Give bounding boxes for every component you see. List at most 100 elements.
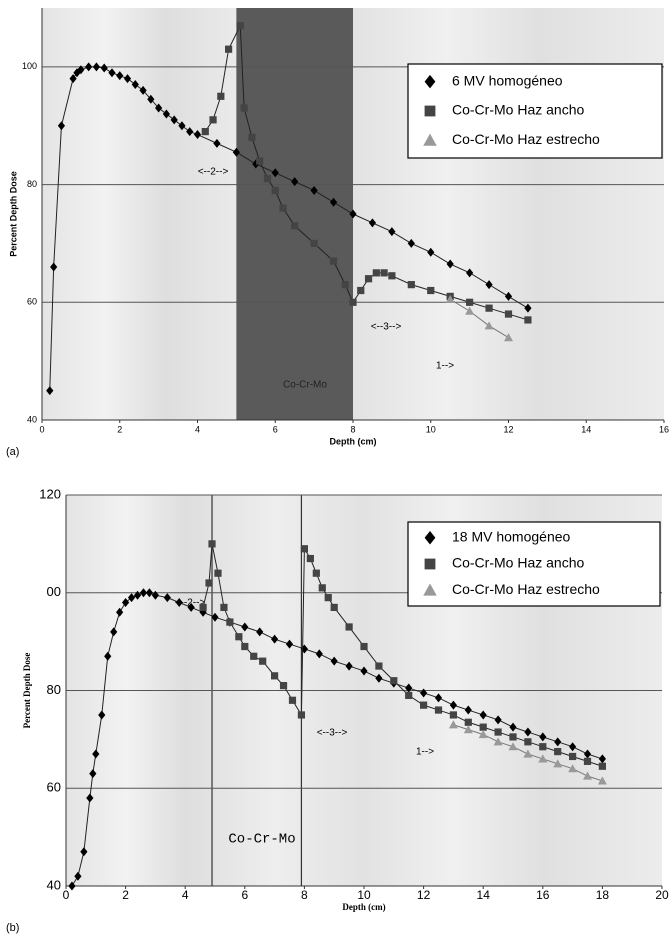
point (553, 759, 563, 768)
x-tick-label: 18 (596, 888, 610, 902)
point (310, 185, 318, 195)
point (259, 657, 267, 665)
legend-label: 6 MV homogéneo (452, 72, 563, 88)
point (538, 754, 548, 763)
legend-label: Co-Cr-Mo Haz estrecho (452, 131, 600, 147)
panel-label: (a) (6, 446, 19, 458)
point (509, 722, 517, 732)
annotation: Co-Cr-Mo (228, 832, 295, 848)
x-tick-label: 8 (301, 888, 308, 902)
point (256, 627, 264, 637)
point (449, 700, 457, 710)
point (464, 705, 472, 715)
x-tick-label: 14 (477, 888, 491, 902)
point (175, 598, 183, 608)
point (155, 103, 163, 113)
point (98, 710, 106, 720)
point (116, 607, 124, 617)
point (89, 769, 97, 779)
point (285, 639, 294, 649)
point (85, 62, 93, 72)
legend-marker (424, 105, 436, 117)
point (434, 693, 443, 703)
point (139, 85, 147, 95)
point (329, 257, 338, 265)
point (524, 303, 532, 313)
point (74, 871, 82, 881)
point (364, 275, 373, 283)
x-tick-label: 0 (39, 424, 44, 434)
point (434, 706, 443, 714)
point (279, 204, 287, 212)
point (509, 733, 517, 741)
point (539, 743, 547, 751)
point (208, 540, 216, 548)
point (186, 127, 194, 137)
point (569, 752, 577, 761)
point (465, 306, 475, 315)
point (297, 711, 306, 719)
point (583, 749, 592, 759)
point (508, 742, 518, 751)
x-tick-label: 10 (357, 888, 371, 902)
point (407, 238, 415, 248)
point (463, 725, 473, 734)
point (478, 729, 488, 739)
point (116, 71, 124, 81)
legend-marker (424, 74, 436, 89)
point (271, 672, 279, 680)
point (524, 316, 532, 324)
point (349, 209, 357, 219)
point (151, 590, 159, 600)
point (523, 749, 533, 758)
point (388, 227, 396, 237)
point (405, 683, 413, 693)
point (92, 62, 101, 72)
point (568, 764, 578, 773)
point (170, 115, 178, 125)
point (341, 281, 349, 289)
point (375, 673, 383, 683)
y-tick-label: 00 (47, 584, 61, 599)
point (318, 584, 326, 592)
point (193, 130, 202, 140)
legend-marker (423, 583, 437, 596)
x-tick-label: 20 (655, 888, 669, 902)
y-tick-label: 100 (22, 61, 37, 71)
point (240, 104, 248, 112)
x-tick-label: 12 (503, 424, 513, 434)
x-tick-label: 8 (350, 424, 355, 434)
y-tick-label: 120 (39, 486, 61, 501)
point (241, 642, 249, 651)
point (375, 662, 383, 670)
point (241, 622, 249, 632)
point (583, 771, 592, 780)
point (504, 310, 513, 318)
point (420, 701, 428, 709)
point (597, 776, 607, 785)
point (524, 738, 532, 746)
point (271, 168, 279, 178)
point (466, 268, 474, 278)
point (360, 642, 368, 651)
point (225, 45, 233, 53)
x-tick-label: 10 (426, 424, 436, 434)
point (427, 247, 435, 257)
y-tick-label: 40 (47, 877, 61, 892)
series-line (204, 23, 529, 321)
point (448, 720, 458, 729)
point (163, 593, 171, 603)
point (214, 569, 222, 577)
point (248, 133, 256, 142)
point (554, 737, 562, 747)
y-tick-label: 60 (47, 780, 61, 795)
point (77, 65, 85, 75)
point (310, 239, 318, 248)
point (123, 74, 132, 84)
legend-label: 18 MV homogéneo (452, 528, 571, 544)
point (372, 269, 380, 277)
point (357, 286, 365, 295)
x-tick-label: 6 (241, 888, 248, 902)
